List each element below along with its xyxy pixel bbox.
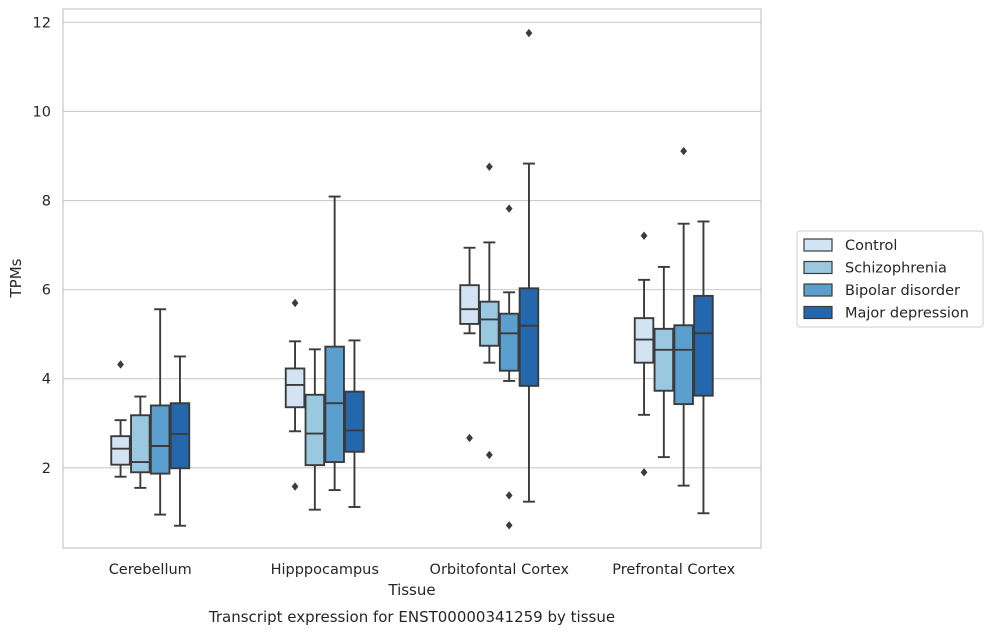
box-control <box>110 360 131 478</box>
x-axis-label: Tissue <box>387 581 435 599</box>
outlier-point <box>505 204 513 213</box>
legend-swatch <box>803 305 833 320</box>
box-control <box>633 231 655 477</box>
x-tick-label: Cerebellum <box>109 562 192 578</box>
box-iqr <box>304 393 326 467</box>
outlier-point <box>680 146 688 156</box>
box-iqr <box>284 367 306 409</box>
box-bipolar-disorder <box>149 308 171 516</box>
box-major-depression <box>693 220 714 515</box>
y-tick-label: 6 <box>42 283 51 299</box>
legend-frame <box>796 230 984 328</box>
legend-entry: Schizophrenia <box>845 261 947 277</box>
box-iqr <box>653 327 675 392</box>
plot-frame <box>62 8 762 549</box>
box-iqr <box>673 324 694 406</box>
x-tick-label: Orbitofontal Cortex <box>430 562 570 578</box>
box-major-depression <box>518 28 540 503</box>
y-tick-label: 8 <box>42 194 51 210</box>
box-bipolar-disorder <box>324 195 345 492</box>
outlier-point <box>485 450 493 460</box>
box-iqr <box>479 300 500 347</box>
box-control <box>284 298 306 491</box>
box-iqr <box>344 390 365 453</box>
legend: Control Schizophrenia Bipolar disorder Majo… <box>796 230 984 328</box>
box-bipolar-disorder <box>673 146 694 487</box>
box-schizophrenia <box>130 395 151 489</box>
x-tick-labels: Cerebellum Hipppocampus Orbitofontal Corte… <box>109 562 736 578</box>
box-major-depression <box>169 355 191 527</box>
y-tick-label: 12 <box>33 15 51 31</box>
outlier-point <box>525 28 533 38</box>
legend-swatch <box>803 238 833 252</box>
box-iqr <box>110 435 131 466</box>
chart-title: Transcript expression for ENST0000034125… <box>208 608 615 626</box>
y-axis-label: TPMs <box>7 258 25 298</box>
box-iqr <box>498 312 520 372</box>
grid-lines <box>63 21 761 469</box>
box-iqr <box>693 294 714 397</box>
x-tick-label: Prefrontal Cortex <box>612 562 735 578</box>
outlier-point <box>505 521 513 530</box>
legend-entry: Control <box>845 238 897 254</box>
box-iqr <box>459 284 480 325</box>
box-major-depression <box>344 339 365 508</box>
legend-entry: Bipolar disorder <box>845 283 960 299</box>
outlier-point <box>291 298 299 308</box>
box-iqr <box>149 404 171 475</box>
box-control <box>459 246 480 443</box>
legend-swatch <box>803 283 833 297</box>
outlier-point <box>485 162 493 171</box>
box-schizophrenia <box>479 162 500 460</box>
outlier-point <box>640 468 648 477</box>
y-tick-label: 2 <box>42 461 51 477</box>
box-iqr <box>324 345 345 463</box>
outlier-point <box>291 482 299 491</box>
outlier-point <box>117 360 124 369</box>
box-bipolar-disorder <box>498 204 520 530</box>
box-schizophrenia <box>304 348 326 511</box>
y-tick-label: 10 <box>33 104 51 120</box>
box-iqr <box>518 287 540 387</box>
box-iqr <box>169 402 191 470</box>
y-tick-labels: 2 4 6 8 10 12 <box>33 15 51 476</box>
y-tick-label: 4 <box>42 372 51 388</box>
box-schizophrenia <box>653 265 675 459</box>
outlier-point <box>505 491 513 500</box>
legend-entry: Major depression <box>845 306 969 322</box>
outlier-point <box>466 433 473 443</box>
box-iqr <box>130 414 151 474</box>
outlier-point <box>640 231 648 240</box>
x-tick-label: Hipppocampus <box>271 562 379 578</box>
legend-swatch <box>803 260 833 275</box>
box-groups <box>110 28 714 530</box>
